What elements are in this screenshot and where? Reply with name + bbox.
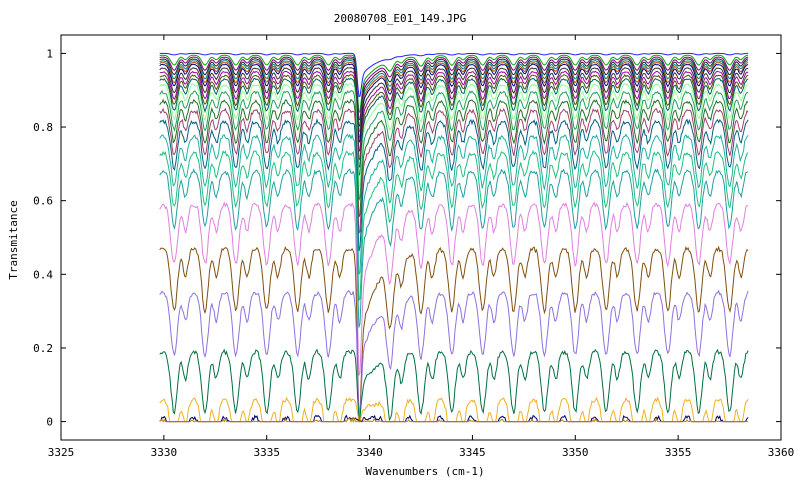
series-line	[159, 67, 749, 153]
y-tick-label: 0.8	[33, 121, 53, 134]
series-line	[159, 54, 749, 114]
plot-frame	[60, 34, 782, 441]
x-tick-label: 3355	[665, 446, 692, 459]
chart-title: 20080708_E01_149.JPG	[334, 12, 466, 25]
y-tick-label: 0	[46, 416, 53, 429]
x-tick-label: 3350	[562, 446, 589, 459]
y-tick-label: 0.4	[33, 268, 53, 281]
series-line	[159, 133, 749, 275]
x-tick-label: 3340	[356, 446, 383, 459]
series-line	[159, 98, 749, 218]
series-line	[159, 149, 749, 302]
y-axis-label: Transmitance	[7, 200, 20, 279]
series-line	[159, 89, 749, 201]
series-line	[159, 107, 749, 235]
y-tick-label: 0.2	[33, 342, 53, 355]
series-line	[159, 201, 749, 376]
series-line	[159, 59, 749, 133]
series-line	[159, 74, 749, 168]
series-line	[159, 348, 749, 422]
x-tick-label: 3335	[253, 446, 280, 459]
series-line	[159, 82, 749, 188]
series-line	[159, 58, 749, 127]
series-line	[159, 61, 749, 139]
series-line	[159, 417, 749, 424]
series-line	[159, 168, 749, 328]
y-axis-ticks: 0 0.2 0.4 0.6 0.8 1	[33, 47, 781, 429]
x-tick-label: 3325	[48, 446, 75, 459]
x-tick-label: 3330	[151, 446, 178, 459]
y-tick-label: 0.6	[33, 195, 53, 208]
series-line	[159, 77, 749, 178]
series-line	[159, 289, 749, 418]
x-tick-label: 3345	[459, 446, 486, 459]
series-line	[159, 245, 749, 417]
series-line	[159, 63, 749, 144]
x-tick-label: 3360	[768, 446, 795, 459]
x-axis-label: Wavenumbers (cm-1)	[365, 465, 484, 478]
series-line	[159, 70, 749, 161]
series-layer	[159, 52, 749, 424]
series-line	[159, 118, 749, 252]
y-tick-label: 1	[46, 47, 53, 60]
x-axis-ticks: 3325 3330 3335 3340 3345 3350 3355 3360	[48, 35, 795, 459]
series-line	[159, 56, 749, 121]
series-line	[159, 52, 749, 98]
